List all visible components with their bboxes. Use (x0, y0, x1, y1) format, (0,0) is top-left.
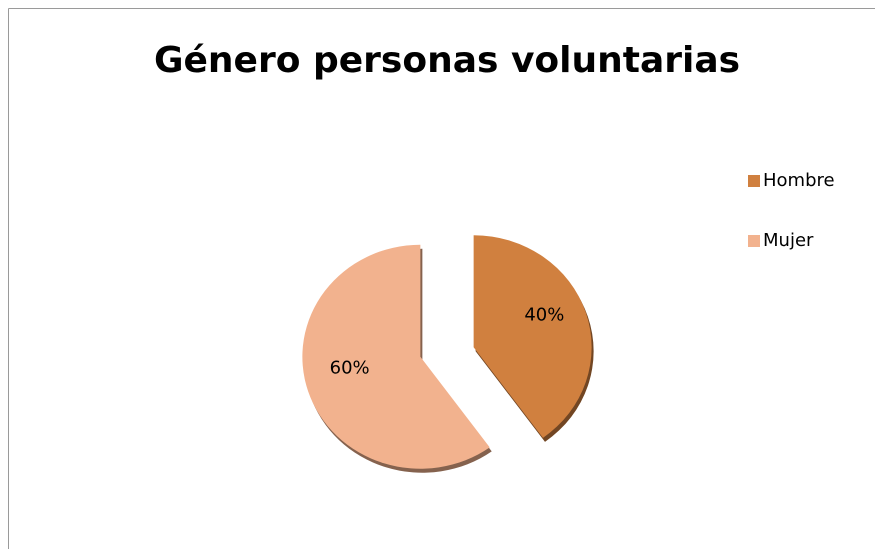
slice (302, 244, 490, 469)
data-label: 40% (524, 304, 564, 325)
legend-label: Mujer (763, 230, 814, 251)
chart-title: Género personas voluntarias (154, 40, 740, 81)
data-label: 60% (330, 358, 370, 379)
slice (473, 235, 592, 438)
legend-label: Hombre (763, 170, 835, 191)
legend-swatch (748, 235, 760, 247)
legend-swatch (748, 175, 760, 187)
